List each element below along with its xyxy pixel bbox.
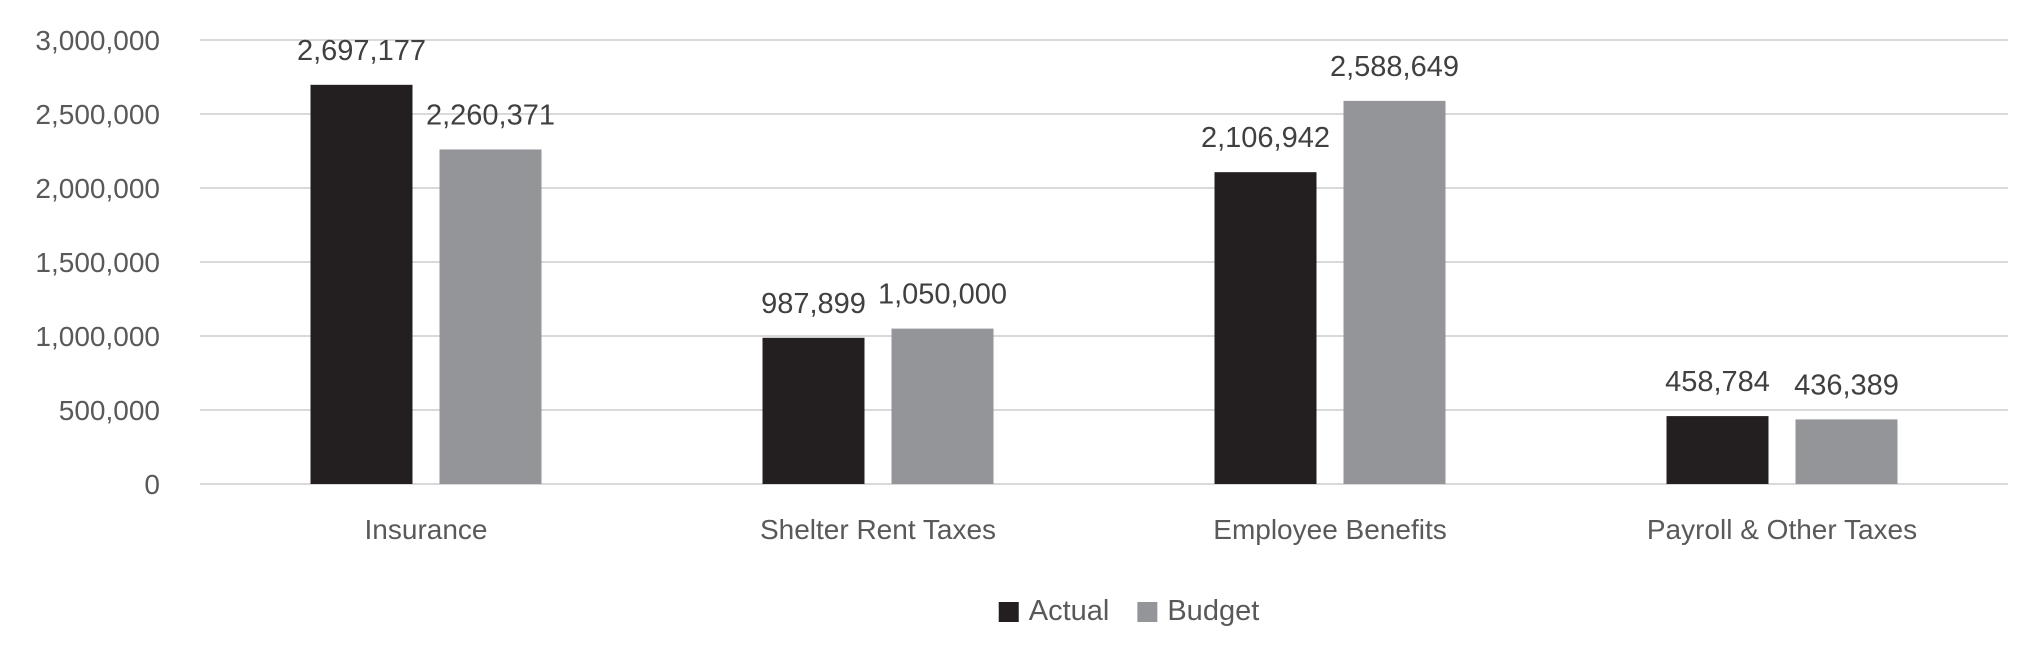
legend-swatch-actual	[998, 602, 1019, 622]
bar-budget	[439, 149, 542, 484]
data-label: 2,697,177	[297, 35, 426, 67]
data-label: 987,899	[761, 288, 866, 320]
data-label: 436,389	[1794, 369, 1899, 401]
data-label: 458,784	[1665, 366, 1770, 398]
y-tick-label: 1,500,000	[35, 247, 160, 278]
bar-budget	[1795, 419, 1898, 484]
y-tick-label: 1,000,000	[35, 321, 160, 352]
x-axis-category-labels: Insurance Shelter Rent Taxes Employee Bene…	[365, 514, 1918, 545]
bar-budget	[891, 328, 994, 484]
y-axis-tick-labels: 0 500,000 1,000,000 1,500,000 2,000,000 2,500…	[35, 25, 160, 500]
bar-actual	[1666, 416, 1769, 484]
data-label: 2,260,371	[426, 99, 555, 131]
y-tick-label: 2,500,000	[35, 99, 160, 130]
bar-actual	[310, 84, 413, 484]
data-label: 1,050,000	[878, 279, 1007, 311]
x-category-label: Insurance	[365, 514, 488, 545]
bar-actual	[1214, 172, 1317, 484]
bar-actual	[762, 337, 865, 484]
x-category-label: Employee Benefits	[1213, 514, 1446, 545]
y-tick-label: 3,000,000	[35, 25, 160, 56]
legend-label-actual: Actual	[1029, 595, 1110, 627]
legend-swatch-budget	[1137, 602, 1158, 622]
x-category-label: Shelter Rent Taxes	[760, 514, 996, 545]
legend: Actual Budget	[998, 595, 1259, 627]
data-label: 2,588,649	[1330, 51, 1459, 83]
y-tick-label: 0	[144, 469, 160, 500]
y-tick-label: 500,000	[59, 395, 160, 426]
bar-budget	[1343, 100, 1446, 485]
y-tick-label: 2,000,000	[35, 173, 160, 204]
bars	[310, 84, 1898, 485]
x-category-label: Payroll & Other Taxes	[1647, 514, 1917, 545]
data-label: 2,106,942	[1201, 122, 1330, 154]
legend-label-budget: Budget	[1167, 595, 1259, 627]
